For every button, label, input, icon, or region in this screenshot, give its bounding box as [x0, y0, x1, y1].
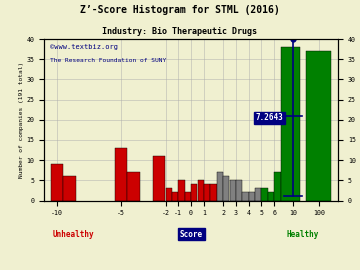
Bar	[198, 180, 204, 201]
Bar	[242, 193, 248, 201]
Bar	[236, 180, 242, 201]
Bar	[166, 188, 172, 201]
Bar	[127, 172, 140, 201]
Bar	[249, 193, 255, 201]
Text: 7.2643: 7.2643	[255, 113, 283, 122]
Bar	[191, 184, 197, 201]
Bar	[306, 51, 332, 201]
Text: Industry: Bio Therapeutic Drugs: Industry: Bio Therapeutic Drugs	[103, 27, 257, 36]
Bar	[255, 188, 261, 201]
Bar	[51, 164, 63, 201]
Text: The Research Foundation of SUNY: The Research Foundation of SUNY	[50, 58, 166, 63]
Text: Unhealthy: Unhealthy	[53, 230, 94, 239]
Bar	[281, 47, 300, 201]
Bar	[274, 172, 280, 201]
Bar	[261, 188, 268, 201]
Text: Score: Score	[180, 230, 203, 239]
Text: Healthy: Healthy	[287, 230, 319, 239]
Bar	[217, 172, 223, 201]
Bar	[268, 193, 274, 201]
Text: Z’-Score Histogram for STML (2016): Z’-Score Histogram for STML (2016)	[80, 5, 280, 15]
Bar	[223, 176, 229, 201]
Bar	[153, 156, 165, 201]
Bar	[178, 180, 185, 201]
Bar	[204, 184, 210, 201]
Bar	[172, 193, 178, 201]
Y-axis label: Number of companies (191 total): Number of companies (191 total)	[19, 62, 23, 178]
Bar	[185, 193, 191, 201]
Bar	[63, 176, 76, 201]
Bar	[230, 180, 236, 201]
Text: ©www.textbiz.org: ©www.textbiz.org	[50, 44, 118, 50]
Bar	[210, 184, 217, 201]
Bar	[114, 148, 127, 201]
